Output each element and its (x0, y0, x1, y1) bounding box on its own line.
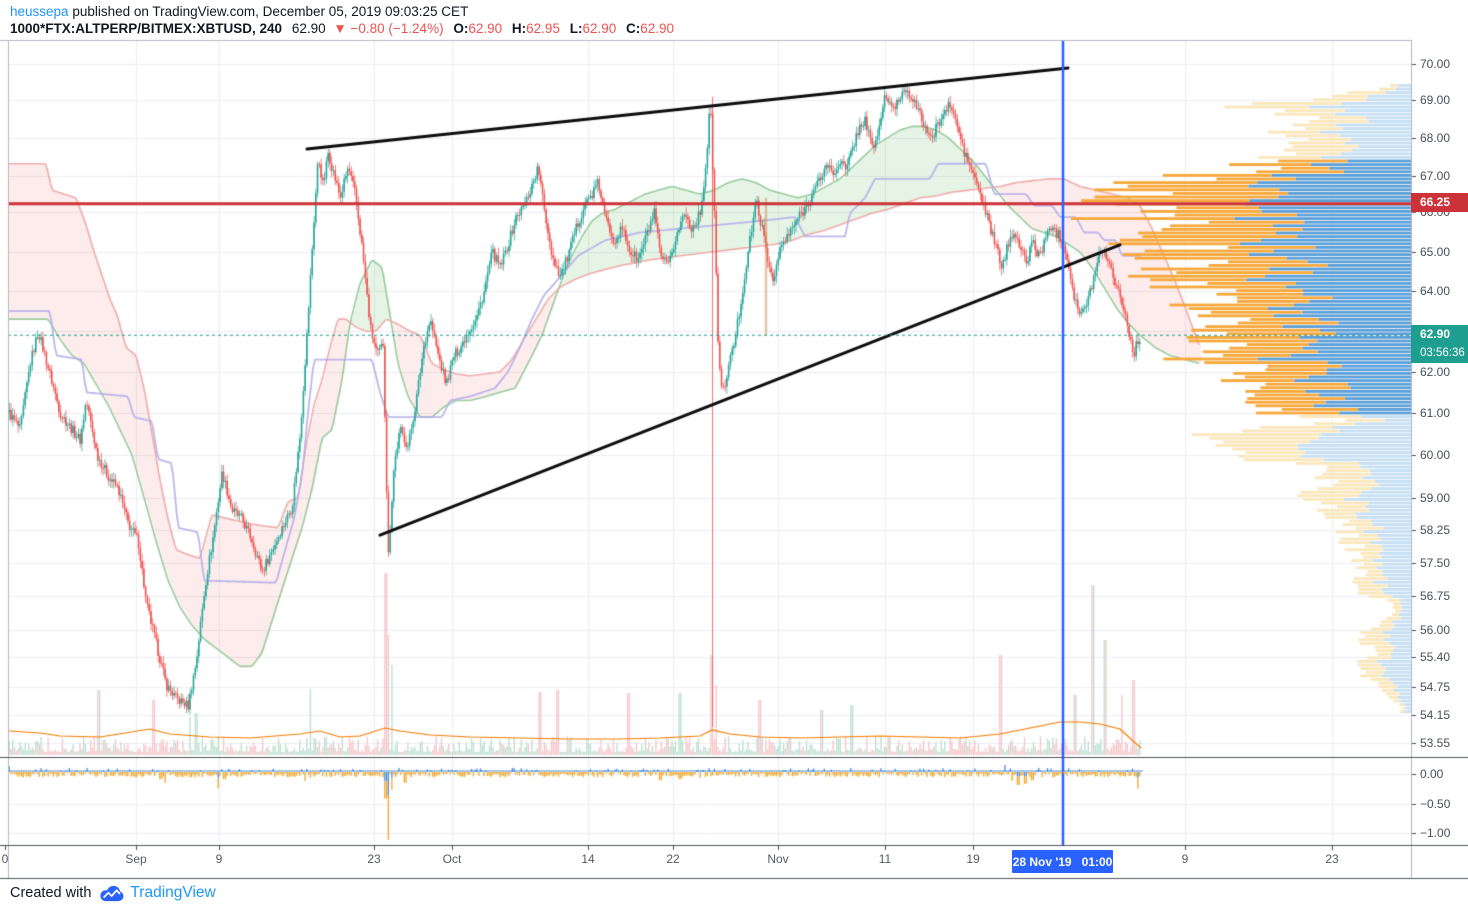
low-label: L: (569, 21, 583, 36)
price-axis-label: 53.55 (1420, 736, 1451, 750)
price-axis-label: 70.00 (1420, 57, 1451, 71)
time-axis-label: 14 (581, 852, 595, 866)
price-axis-label: 68.00 (1420, 131, 1451, 145)
time-axis-label: 23 (367, 852, 381, 866)
last-price: 62.90 (291, 21, 326, 36)
price-axis-label: 54.15 (1420, 708, 1451, 722)
price-axis-label: 59.00 (1420, 491, 1451, 505)
crosshair-date: 28 Nov '19 (1012, 854, 1072, 869)
price-axis-label: 64.00 (1420, 284, 1451, 298)
price-axis-label: 54.75 (1420, 680, 1451, 694)
time-axis-label: 19 (966, 852, 980, 866)
low-value: 62.90 (582, 21, 617, 36)
publish-text: published on TradingView.com, December 0… (68, 4, 469, 19)
time-axis-label: 23 (1325, 852, 1339, 866)
price-axis-label: 56.00 (1420, 623, 1451, 637)
price-change: ▼ −0.80 (−1.24%) (333, 21, 444, 36)
created-with-text: Created with (10, 885, 92, 901)
time-axis-label: 22 (666, 852, 680, 866)
symbol-line: 1000*FTX:ALTPERP/BITMEX:XBTUSD, 240 62.9… (10, 20, 674, 37)
price-axis-label: 69.00 (1420, 93, 1451, 107)
price-axis-label: 62.00 (1420, 365, 1451, 379)
price-axis-label: 57.50 (1420, 556, 1451, 570)
tradingview-brand-link[interactable]: TradingView (130, 884, 216, 901)
tradingview-logo-icon (100, 885, 124, 901)
price-axis-label: 55.40 (1420, 650, 1451, 664)
time-axis-label: Sep (125, 852, 147, 866)
last-price-badge: 62.90 (1411, 325, 1468, 344)
time-axis-label: 0 (1, 852, 9, 866)
footer: Created with TradingView (10, 884, 216, 902)
close-label: C: (626, 21, 641, 36)
close-value: 62.90 (640, 21, 675, 36)
open-label: O: (453, 21, 469, 36)
time-axis-label: 9 (215, 852, 223, 866)
open-value: 62.90 (468, 21, 503, 36)
price-axis-label: 0.00 (1420, 767, 1444, 781)
horizontal-line-price-badge: 66.25 (1411, 193, 1468, 212)
time-axis-label: 9 (1181, 852, 1189, 866)
price-axis-label: −1.00 (1420, 826, 1451, 840)
bar-countdown-badge: 03:56:36 (1411, 344, 1468, 363)
high-label: H: (511, 21, 527, 36)
publish-line: heussepa published on TradingView.com, D… (10, 3, 674, 20)
time-axis-label: 11 (878, 852, 892, 866)
price-axis-label: −0.50 (1420, 797, 1451, 811)
price-axis-label: 56.75 (1420, 589, 1451, 603)
crosshair-time: 01:00 (1081, 854, 1113, 869)
price-axis-label: 58.25 (1420, 523, 1451, 537)
price-axis-label: 60.00 (1420, 448, 1451, 462)
time-axis-label: Nov (767, 852, 789, 866)
price-axis-label: 67.00 (1420, 169, 1451, 183)
time-axis-label: Oct (442, 852, 462, 866)
high-value: 62.95 (526, 21, 560, 36)
author-link[interactable]: heussepa (10, 4, 69, 19)
price-axis-label: 61.00 (1420, 406, 1451, 420)
symbol-title[interactable]: 1000*FTX:ALTPERP/BITMEX:XBTUSD, 240 (10, 21, 283, 36)
chart-header: heussepa published on TradingView.com, D… (10, 3, 674, 37)
price-axis-label: 65.00 (1420, 245, 1451, 259)
crosshair-time-badge: 28 Nov '19 01:00 (1012, 850, 1113, 873)
